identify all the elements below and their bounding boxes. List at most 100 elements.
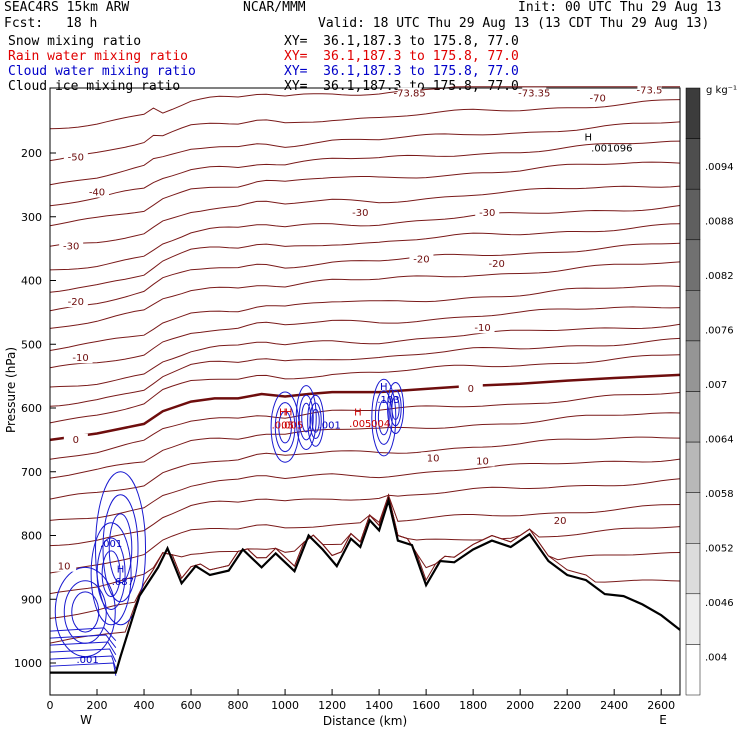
isotherm-line — [49, 306, 681, 369]
colorbar-swatch — [685, 239, 701, 291]
y-tick-label: 600 — [21, 402, 42, 415]
temperature-contours — [49, 86, 681, 644]
isotherm-label: -10 — [474, 323, 490, 334]
cloud-water-contours — [49, 378, 405, 676]
mixing-ratio-label: .005 — [272, 420, 294, 431]
isotherm-line — [49, 261, 681, 329]
x-axis-title: Distance (km) — [323, 714, 407, 728]
plot-frame — [49, 87, 681, 696]
valid-time: Valid: 18 UTC Thu 29 Aug 13 (13 CDT Thu … — [318, 16, 710, 31]
mixing-ratio-label: .103 — [377, 395, 399, 406]
field-snow-name: Snow mixing ratio — [8, 34, 142, 49]
mixing-ratio-labels: HH.005.005.001H.005.004H.103H.001096.001… — [76, 132, 632, 666]
colorbar: .0094 .0088 .0082 .0076 .007 .0064 .0058 .0052.… — [685, 87, 734, 696]
field-cloudwater-xy: XY= 36.1,187.3 to 175.8, 77.0 — [284, 64, 519, 79]
y-tick-label: 200 — [21, 147, 42, 160]
isotherm-line — [49, 185, 681, 247]
mixing-ratio-label: H — [585, 132, 593, 143]
cloud-water-contour — [49, 641, 117, 655]
cloud-water-contour — [101, 550, 121, 598]
mixing-ratio-label: .001 — [76, 655, 98, 666]
cloud-water-contour — [274, 402, 296, 453]
cloud-water-contour — [301, 402, 312, 433]
isotherm-label: -73.35 — [518, 89, 550, 100]
mixing-ratio-label: .004 — [368, 419, 390, 430]
cloud-water-contour — [389, 389, 402, 427]
east-label: E — [659, 713, 667, 727]
colorbar-swatch — [685, 188, 701, 241]
colorbar-swatch — [685, 593, 701, 645]
x-tick-label: 1200 — [318, 699, 346, 712]
x-tick-label: 0 — [47, 699, 54, 712]
field-snow-xy: XY= 36.1,187.3 to 175.8, 77.0 — [284, 34, 519, 49]
x-tick-label: 200 — [87, 699, 108, 712]
x-tick-label: 600 — [181, 699, 202, 712]
contour-label-bg — [59, 240, 84, 252]
cloud-water-contour — [95, 471, 147, 626]
colorbar-tick-label: .0058 — [705, 489, 734, 500]
cloud-water-contour — [391, 396, 400, 420]
isotherm-label: 10 — [427, 453, 440, 464]
contour-label-bg — [409, 253, 434, 265]
y-axis: 200 300 400 500 600 700 800 900 1000 — [14, 147, 56, 670]
isotherm-label: -30 — [352, 208, 368, 219]
colorbar-tick-label: .0082 — [705, 271, 734, 282]
isotherm-line — [49, 121, 681, 186]
isotherm-line — [49, 161, 681, 227]
mixing-ratio-label: H — [354, 408, 362, 419]
freezing-level-line — [49, 373, 681, 442]
cloud-water-contour — [54, 566, 116, 658]
isotherm-line — [49, 478, 681, 547]
contour-label-bg — [63, 151, 88, 163]
isotherm-label: -30 — [63, 242, 79, 253]
x-tick-label: 1400 — [365, 699, 393, 712]
x-tick-label: 2400 — [600, 699, 628, 712]
colorbar-swatch — [685, 543, 701, 595]
isotherm-label: -20 — [413, 254, 429, 265]
org-label: NCAR/MMM — [243, 0, 306, 15]
colorbar-swatch — [685, 441, 701, 493]
cloud-water-contour — [49, 655, 117, 669]
isotherm-label: -73.85 — [394, 89, 426, 100]
cloud-water-contour — [270, 391, 300, 463]
x-tick-label: 2000 — [506, 699, 534, 712]
mixing-ratio-label: H — [117, 564, 125, 575]
isotherm-line — [49, 493, 681, 574]
colorbar-tick-label: .0088 — [705, 217, 734, 228]
freezing-level — [49, 373, 681, 442]
contour-label-bg — [68, 352, 93, 364]
isotherm-line — [49, 223, 681, 293]
cloud-water-contour — [374, 390, 393, 445]
west-label: W — [80, 713, 92, 727]
isotherm-line — [49, 205, 681, 271]
mixing-ratio-label: .005 — [349, 419, 371, 430]
isotherm-line — [49, 493, 681, 644]
colorbar-swatch — [685, 138, 701, 190]
cloud-water-contour — [307, 394, 325, 447]
isotherm-line — [49, 412, 681, 479]
y-tick-label: 800 — [21, 530, 42, 543]
cloud-water-contour — [295, 385, 317, 450]
x-tick-label: 1800 — [459, 699, 487, 712]
colorbar-tick-label: .0046 — [705, 598, 734, 609]
y-tick-label: 1000 — [14, 657, 42, 670]
colorbar-swatch — [685, 290, 701, 342]
isotherm-line — [49, 140, 681, 207]
cloud-water-contour — [311, 408, 320, 433]
field-cloudice-name: Cloud ice mixing ratio — [8, 79, 181, 94]
x-axis: 0 200 400 600 800 1000 1200 1400 1600 1800 2000 220… — [47, 689, 675, 712]
isotherm-label: 10 — [58, 562, 71, 573]
field-cloudwater-name: Cloud water mixing ratio — [8, 64, 196, 79]
cloud-water-contour — [71, 591, 100, 633]
y-tick-label: 400 — [21, 275, 42, 288]
x-tick-label: 400 — [134, 699, 155, 712]
mixing-ratio-label: .005 — [281, 420, 303, 431]
init-time: Init: 00 UTC Thu 29 Aug 13 — [518, 0, 722, 15]
isotherm-line — [49, 436, 681, 500]
isotherm-line — [49, 337, 681, 407]
contour-label-bg — [585, 92, 610, 104]
y-tick-label: 700 — [21, 466, 42, 479]
colorbar-swatch — [685, 87, 701, 139]
forecast-label: Fcst: — [4, 16, 44, 31]
colorbar-tick-label: .004 — [705, 653, 727, 664]
